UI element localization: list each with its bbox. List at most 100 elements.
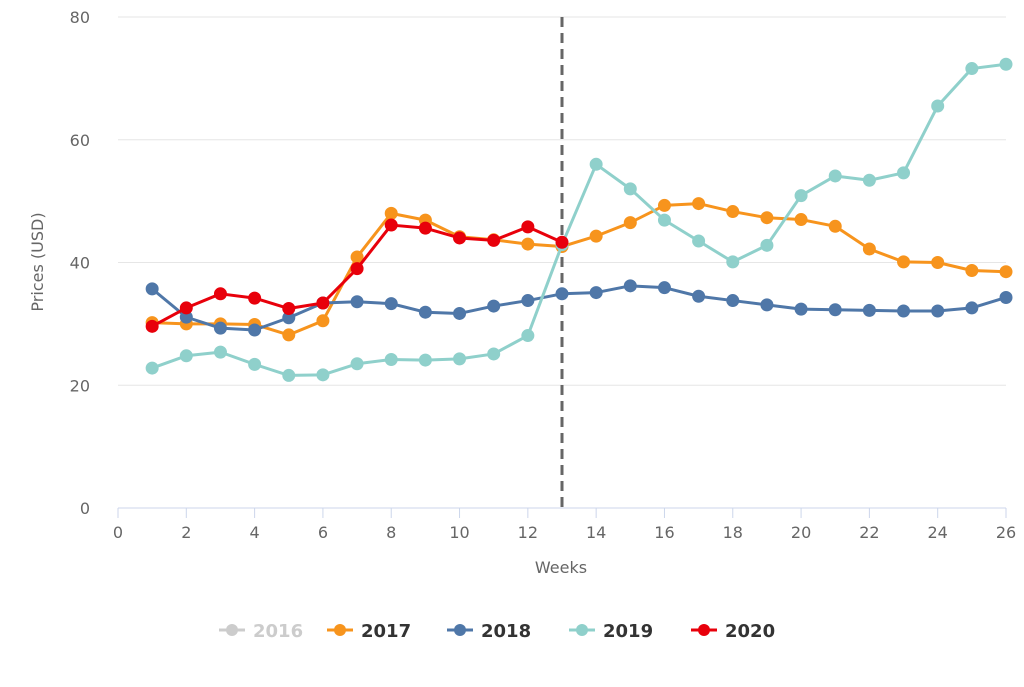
data-point[interactable]	[418, 353, 432, 367]
x-tick-label: 26	[996, 523, 1016, 542]
data-point[interactable]	[316, 314, 330, 328]
data-point[interactable]	[965, 62, 979, 76]
data-point[interactable]	[248, 357, 262, 371]
data-point[interactable]	[350, 295, 364, 309]
series-2020	[145, 218, 569, 333]
x-tick-label: 16	[654, 523, 674, 542]
data-point[interactable]	[213, 345, 227, 359]
data-point[interactable]	[213, 287, 227, 301]
legend-item-2018[interactable]: 2018	[447, 621, 531, 642]
data-point[interactable]	[316, 368, 330, 382]
data-point[interactable]	[794, 302, 808, 316]
data-point[interactable]	[828, 219, 842, 233]
data-point[interactable]	[418, 305, 432, 319]
data-point[interactable]	[589, 157, 603, 171]
data-point[interactable]	[760, 211, 774, 225]
legend-label: 2018	[481, 621, 531, 642]
data-point[interactable]	[145, 319, 159, 333]
data-point[interactable]	[213, 321, 227, 335]
data-point[interactable]	[657, 198, 671, 212]
data-point[interactable]	[521, 220, 535, 234]
data-point[interactable]	[589, 229, 603, 243]
data-point[interactable]	[589, 286, 603, 300]
data-point[interactable]	[828, 169, 842, 183]
data-point[interactable]	[282, 328, 296, 342]
data-point[interactable]	[248, 291, 262, 305]
data-point[interactable]	[350, 262, 364, 276]
data-point[interactable]	[145, 282, 159, 296]
data-point[interactable]	[453, 352, 467, 366]
data-point[interactable]	[145, 361, 159, 375]
data-point[interactable]	[418, 221, 432, 235]
data-point[interactable]	[931, 99, 945, 113]
legend-item-2016[interactable]: 2016	[219, 621, 303, 642]
data-point[interactable]	[931, 256, 945, 269]
data-point[interactable]	[862, 173, 876, 187]
legend-symbol-dot	[698, 624, 710, 636]
data-point[interactable]	[384, 297, 398, 311]
series-line-2019	[150, 62, 1008, 377]
legend-item-2019[interactable]: 2019	[569, 621, 653, 642]
data-point[interactable]	[384, 206, 398, 220]
data-point[interactable]	[692, 197, 706, 211]
data-point[interactable]	[384, 352, 398, 366]
data-point[interactable]	[282, 302, 296, 316]
data-point[interactable]	[282, 368, 296, 382]
data-point[interactable]	[692, 234, 706, 248]
data-point[interactable]	[453, 231, 467, 245]
data-point[interactable]	[555, 287, 569, 301]
x-tick-label: 8	[386, 523, 396, 542]
legend-symbol-dot	[334, 624, 346, 636]
data-point[interactable]	[487, 347, 501, 361]
legend-symbol-dot	[454, 624, 466, 636]
x-tick-label: 12	[518, 523, 538, 542]
data-point[interactable]	[555, 235, 569, 249]
data-point[interactable]	[657, 281, 671, 295]
legend: 2016 2017 2018 2019 2020	[219, 621, 775, 642]
data-point[interactable]	[862, 242, 876, 256]
data-point[interactable]	[726, 294, 740, 308]
data-point[interactable]	[794, 189, 808, 203]
data-point[interactable]	[521, 237, 535, 251]
data-point[interactable]	[794, 213, 808, 227]
legend-item-2020[interactable]: 2020	[691, 621, 775, 642]
legend-symbol-dot	[226, 624, 238, 636]
data-point[interactable]	[623, 182, 637, 196]
data-point[interactable]	[828, 303, 842, 317]
data-point[interactable]	[179, 301, 193, 315]
legend-item-2017[interactable]: 2017	[327, 621, 411, 642]
data-point[interactable]	[350, 357, 364, 371]
data-point[interactable]	[931, 304, 945, 318]
data-point[interactable]	[179, 349, 193, 363]
data-point[interactable]	[897, 255, 911, 269]
data-point[interactable]	[487, 233, 501, 247]
data-point[interactable]	[623, 216, 637, 230]
data-point[interactable]	[248, 323, 262, 337]
data-point[interactable]	[862, 303, 876, 317]
data-point[interactable]	[897, 166, 911, 180]
data-point[interactable]	[999, 57, 1013, 71]
data-point[interactable]	[623, 279, 637, 293]
x-tick-label: 18	[723, 523, 743, 542]
x-tick-label: 6	[318, 523, 328, 542]
data-point[interactable]	[760, 298, 774, 312]
data-point[interactable]	[760, 238, 774, 252]
data-point[interactable]	[692, 289, 706, 303]
data-point[interactable]	[384, 218, 398, 232]
data-point[interactable]	[897, 304, 911, 318]
data-point[interactable]	[657, 213, 671, 227]
data-point[interactable]	[726, 205, 740, 219]
data-point[interactable]	[521, 294, 535, 308]
legend-label: 2016	[253, 621, 303, 642]
data-point[interactable]	[965, 301, 979, 315]
data-point[interactable]	[316, 296, 330, 310]
data-point[interactable]	[521, 329, 535, 343]
data-point[interactable]	[965, 263, 979, 277]
y-tick-label: 0	[80, 499, 90, 518]
data-point[interactable]	[487, 299, 501, 313]
data-point[interactable]	[999, 290, 1013, 304]
data-point[interactable]	[726, 255, 740, 269]
data-point[interactable]	[453, 306, 467, 320]
data-point[interactable]	[999, 265, 1013, 279]
